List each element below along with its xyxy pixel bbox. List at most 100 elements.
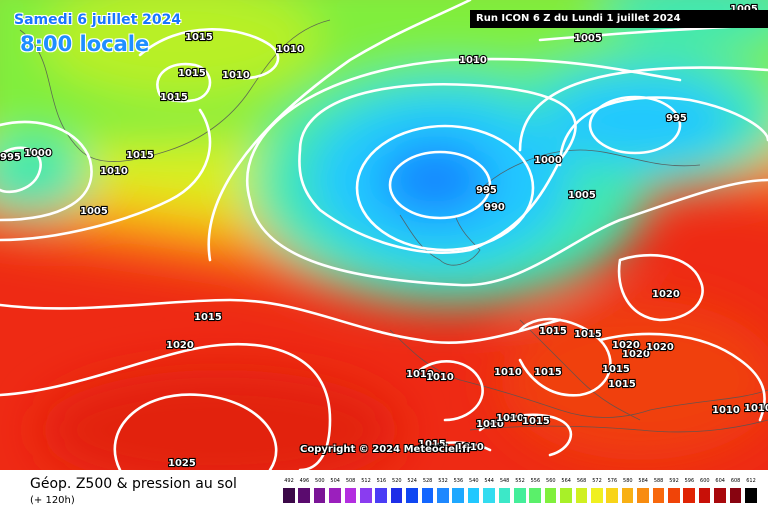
legend-swatch (729, 488, 742, 503)
legend-label: 584 (638, 478, 648, 484)
legend-swatch (452, 488, 464, 503)
legend-label: 612 (746, 478, 756, 484)
legend-swatch (514, 488, 526, 503)
legend-swatch (560, 488, 572, 503)
legend-swatch (421, 488, 434, 503)
legend-label: 560 (546, 478, 556, 484)
legend-swatch (437, 488, 449, 503)
legend-label: 504 (330, 478, 340, 484)
isobar-label: 1005 (80, 206, 108, 217)
legend-label: 596 (684, 478, 695, 484)
legend-swatch (344, 488, 357, 503)
legend-label: 592 (669, 478, 679, 484)
legend-swatch (329, 488, 341, 503)
legend-label: 508 (345, 478, 356, 484)
model-run-label: Run ICON 6 Z du Lundi 1 juillet 2024 (470, 10, 768, 28)
isobar-label: 1010 (744, 403, 768, 414)
legend-swatch (360, 488, 372, 503)
legend-label: 600 (700, 478, 710, 484)
isobar-label: 1015 (194, 312, 222, 323)
weather-map: 1015 1015 1015 1015 1010 1010 1010 1010 … (0, 0, 768, 470)
isobar-label: 1000 (24, 148, 52, 159)
isobar-label: 1015 (602, 364, 630, 375)
isobar-label: 1000 (534, 155, 562, 166)
forecast-date: Samedi 6 juillet 2024 (14, 12, 182, 28)
legend-swatch (467, 488, 480, 503)
legend-swatch (637, 488, 649, 503)
isobar-label: 1025 (168, 458, 196, 469)
legend-swatch (298, 488, 310, 503)
isobar-label: 1015 (534, 367, 562, 378)
map-title: Géop. Z500 & pression au sol (30, 476, 237, 492)
legend-label: 496 (299, 478, 310, 484)
isobar-label: 1015 (522, 416, 550, 427)
isobar-label: 1010 (100, 166, 128, 177)
legend-swatch (745, 488, 757, 503)
isobar-label: 1015 (608, 379, 636, 390)
isobar-label: 1010 (276, 44, 304, 55)
legend-label: 536 (453, 478, 464, 484)
isobar-label: 1005 (574, 33, 602, 44)
isobar-label: 1015 (178, 68, 206, 79)
legend-label: 568 (576, 478, 587, 484)
legend-swatch (498, 488, 511, 503)
legend-swatch (406, 488, 418, 503)
legend-swatch (714, 488, 726, 503)
isobar-label: 1015 (126, 150, 154, 161)
legend-swatch (575, 488, 588, 503)
isobar-label: 1005 (568, 190, 596, 201)
isobar-label: 1010 (494, 367, 522, 378)
legend-label: 588 (653, 478, 664, 484)
isobar-label: 1020 (612, 340, 640, 351)
legend-label: 500 (315, 478, 325, 484)
legend-label: 520 (392, 478, 402, 484)
legend-label: 544 (484, 478, 494, 484)
isobar-label: 1010 (712, 405, 740, 416)
legend-label: 556 (530, 478, 541, 484)
isobar-label: 1020 (622, 349, 650, 360)
legend-swatch (390, 488, 403, 503)
legend-swatch (606, 488, 618, 503)
isobar-label: 1015 (574, 329, 602, 340)
legend-label: 576 (607, 478, 618, 484)
legend-label: 516 (376, 478, 387, 484)
map-footer: Géop. Z500 & pression au sol (+ 120h) 49… (0, 470, 768, 512)
legend-label: 528 (422, 478, 433, 484)
legend-label: 524 (407, 478, 417, 484)
isobar-label: 990 (484, 202, 505, 213)
legend-label: 552 (515, 478, 525, 484)
legend-label: 532 (438, 478, 448, 484)
isobar-label: 1010 (406, 369, 434, 380)
legend-label: 492 (284, 478, 294, 484)
legend-label: 604 (715, 478, 725, 484)
geopotential-field: 1015 1015 1015 1015 1010 1010 1010 1010 … (0, 0, 768, 470)
isobar-label: 1010 (496, 413, 524, 424)
legend-label: 548 (499, 478, 510, 484)
legend-label: 512 (361, 478, 371, 484)
legend-swatch (683, 488, 695, 503)
legend-swatch (483, 488, 495, 503)
isobar-label: 1020 (166, 340, 194, 351)
legend-swatch (652, 488, 665, 503)
copyright-notice: Copyright © 2024 Meteociel.fr (300, 444, 472, 455)
legend-swatch (529, 488, 541, 503)
forecast-lead: (+ 120h) (30, 495, 75, 506)
legend-swatch (698, 488, 711, 503)
legend-label: 608 (730, 478, 741, 484)
legend-swatch (375, 488, 387, 503)
isobar-label: 1010 (476, 419, 504, 430)
isobar-label: 1015 (418, 439, 446, 450)
isobar-label: 995 (666, 113, 687, 124)
forecast-time: 8:00 locale (20, 32, 150, 56)
isobar-label: 1020 (646, 342, 674, 353)
isobar-label: 1015 (539, 326, 567, 337)
legend-label: 572 (592, 478, 602, 484)
isobar-label: 1020 (652, 289, 680, 300)
isobar-labels: 1015 1015 1015 1015 1010 1010 1010 1010 … (0, 3, 768, 470)
isobar-label: 1010 (456, 442, 484, 453)
isobar-label: 995 (476, 185, 497, 196)
isobar-label: 995 (0, 152, 21, 163)
legend-swatch (283, 488, 295, 503)
isobar-label: 1015 (160, 92, 188, 103)
isobar-label: 1010 (459, 55, 487, 66)
